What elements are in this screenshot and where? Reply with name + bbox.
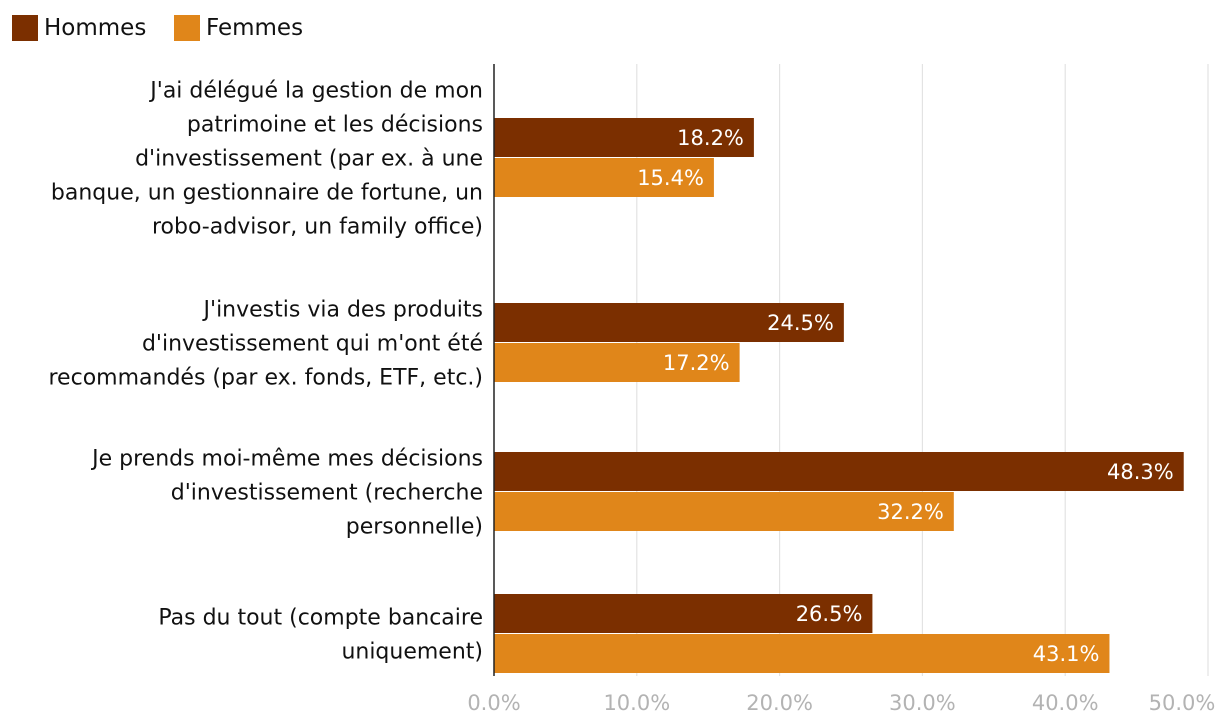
bar-femmes-2 <box>494 492 954 531</box>
legend-label-hommes: Hommes <box>44 15 146 41</box>
bar-femmes-3 <box>494 634 1110 673</box>
x-tick-label-2: 20.0% <box>746 691 813 715</box>
data-label-hommes-0: 18.2% <box>677 126 744 150</box>
bar-hommes-0 <box>494 118 754 157</box>
category-label-0-line-3: banque, un gestionnaire de fortune, un <box>51 181 483 206</box>
x-tick-label-5: 50.0% <box>1149 691 1216 715</box>
category-label-1-line-2: recommandés (par ex. fonds, ETF, etc.) <box>49 366 484 391</box>
data-label-hommes-3: 26.5% <box>796 602 863 626</box>
data-label-femmes-2: 32.2% <box>877 500 944 524</box>
x-tick-labels: 0.0% 10.0% 20.0% 30.0% 40.0% 50.0% <box>467 691 1215 715</box>
bar-femmes-1 <box>494 343 740 382</box>
data-label-femmes-3: 43.1% <box>1033 642 1100 666</box>
category-label-0-line-1: patrimoine et les décisions <box>187 113 483 138</box>
gridlines <box>636 64 1209 676</box>
data-labels: 18.2% 15.4% 24.5% 17.2% 48.3% 32.2% 26.5% 43.1% <box>637 126 1174 666</box>
bar-femmes-0 <box>494 158 714 197</box>
legend-swatch-femmes <box>174 15 200 41</box>
legend-swatch-hommes <box>12 15 38 41</box>
x-tick-label-0: 0.0% <box>467 691 520 715</box>
legend-label-femmes: Femmes <box>206 15 303 41</box>
data-label-hommes-2: 48.3% <box>1107 460 1174 484</box>
data-label-femmes-0: 15.4% <box>637 166 704 190</box>
x-tick-label-4: 40.0% <box>1032 691 1099 715</box>
bars <box>494 118 1184 673</box>
data-label-hommes-1: 24.5% <box>767 311 834 335</box>
bar-hommes-3 <box>494 594 873 633</box>
bar-hommes-2 <box>494 452 1184 491</box>
category-label-2-line-2: personnelle) <box>346 515 483 540</box>
category-label-1-line-1: d'investissement qui m'ont été <box>142 332 483 357</box>
legend: Hommes Femmes <box>12 15 303 41</box>
category-label-0-line-0: J'ai délégué la gestion de mon <box>148 79 483 104</box>
x-tick-label-3: 30.0% <box>889 691 956 715</box>
data-label-femmes-1: 17.2% <box>663 351 730 375</box>
bar-hommes-1 <box>494 303 844 342</box>
category-labels: J'ai délégué la gestion de mon patrimoine… <box>49 79 484 665</box>
category-label-3-line-1: uniquement) <box>341 640 483 665</box>
category-label-2-line-0: Je prends moi-même mes décisions <box>90 447 483 472</box>
category-label-1-line-0: J'investis via des produits <box>202 298 483 323</box>
x-tick-label-1: 10.0% <box>603 691 670 715</box>
category-label-0-line-4: robo-advisor, un family office) <box>152 215 483 240</box>
category-label-0-line-2: d'investissement (par ex. à une <box>135 147 483 172</box>
category-label-2-line-1: d'investissement (recherche <box>171 481 483 506</box>
category-label-3-line-0: Pas du tout (compte bancaire <box>158 606 483 631</box>
